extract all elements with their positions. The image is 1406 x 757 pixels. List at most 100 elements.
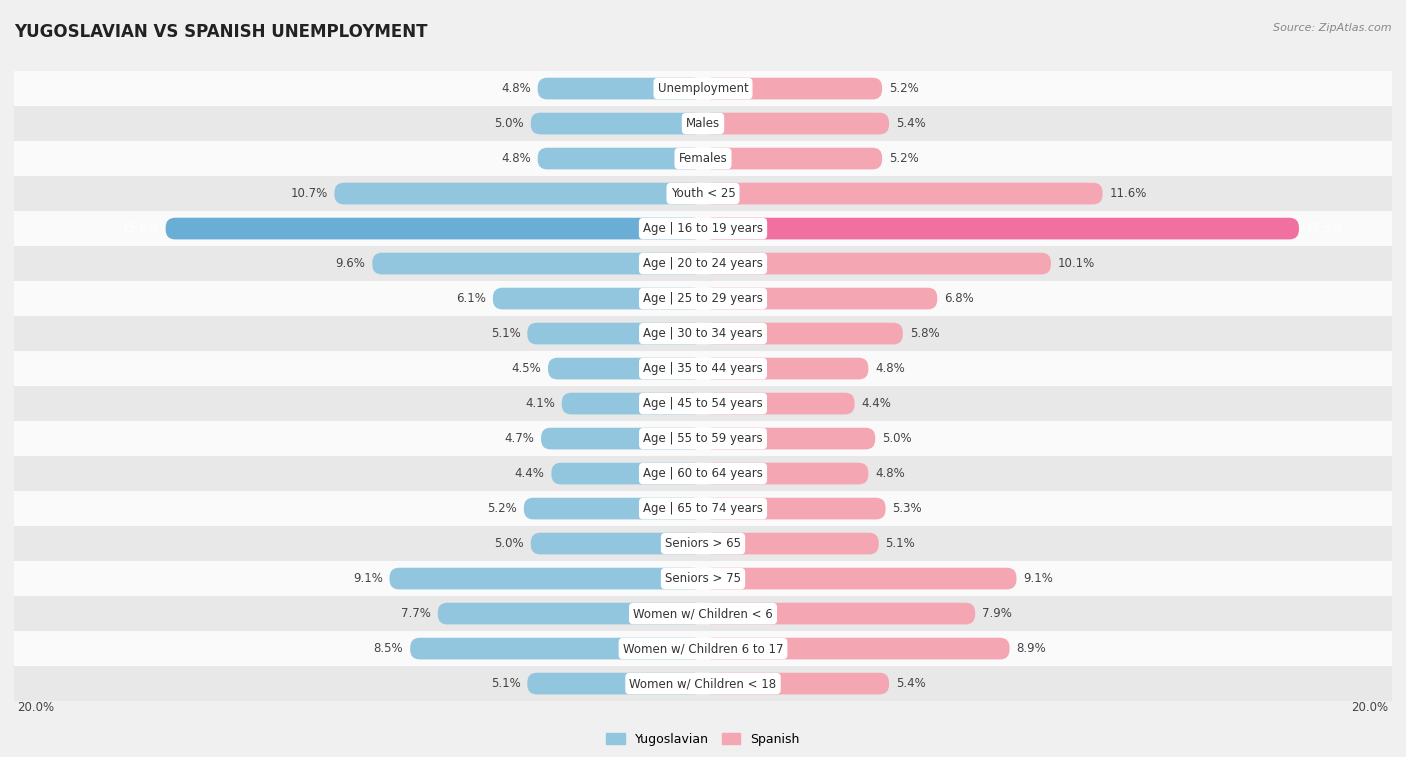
FancyBboxPatch shape — [562, 393, 703, 414]
Text: Age | 16 to 19 years: Age | 16 to 19 years — [643, 222, 763, 235]
Text: Age | 65 to 74 years: Age | 65 to 74 years — [643, 502, 763, 515]
FancyBboxPatch shape — [703, 322, 903, 344]
Text: 10.7%: 10.7% — [290, 187, 328, 200]
FancyBboxPatch shape — [527, 673, 703, 694]
FancyBboxPatch shape — [527, 322, 703, 344]
Text: 10.1%: 10.1% — [1057, 257, 1095, 270]
FancyBboxPatch shape — [703, 568, 1017, 590]
FancyBboxPatch shape — [548, 358, 703, 379]
Text: 5.2%: 5.2% — [488, 502, 517, 515]
Text: Age | 35 to 44 years: Age | 35 to 44 years — [643, 362, 763, 375]
Text: YUGOSLAVIAN VS SPANISH UNEMPLOYMENT: YUGOSLAVIAN VS SPANISH UNEMPLOYMENT — [14, 23, 427, 41]
FancyBboxPatch shape — [537, 148, 703, 170]
Text: 5.1%: 5.1% — [886, 537, 915, 550]
Text: 8.9%: 8.9% — [1017, 642, 1046, 655]
FancyBboxPatch shape — [703, 218, 1299, 239]
Text: Source: ZipAtlas.com: Source: ZipAtlas.com — [1274, 23, 1392, 33]
Text: 20.0%: 20.0% — [1351, 701, 1389, 714]
FancyBboxPatch shape — [703, 637, 1010, 659]
Bar — [14, 456, 1392, 491]
FancyBboxPatch shape — [703, 288, 938, 310]
FancyBboxPatch shape — [703, 78, 882, 99]
FancyBboxPatch shape — [411, 637, 703, 659]
Bar — [14, 596, 1392, 631]
FancyBboxPatch shape — [703, 253, 1050, 275]
FancyBboxPatch shape — [703, 463, 869, 484]
FancyBboxPatch shape — [335, 182, 703, 204]
Text: 6.8%: 6.8% — [945, 292, 974, 305]
Text: Age | 60 to 64 years: Age | 60 to 64 years — [643, 467, 763, 480]
Text: Seniors > 65: Seniors > 65 — [665, 537, 741, 550]
FancyBboxPatch shape — [703, 428, 875, 450]
Text: 15.6%: 15.6% — [121, 222, 159, 235]
FancyBboxPatch shape — [524, 497, 703, 519]
FancyBboxPatch shape — [437, 603, 703, 625]
FancyBboxPatch shape — [541, 428, 703, 450]
FancyBboxPatch shape — [531, 113, 703, 135]
Text: 7.9%: 7.9% — [981, 607, 1012, 620]
Bar — [14, 631, 1392, 666]
Text: Seniors > 75: Seniors > 75 — [665, 572, 741, 585]
Text: 5.4%: 5.4% — [896, 117, 925, 130]
Bar — [14, 281, 1392, 316]
Text: 9.1%: 9.1% — [353, 572, 382, 585]
Bar — [14, 246, 1392, 281]
Text: Unemployment: Unemployment — [658, 82, 748, 95]
Text: Age | 20 to 24 years: Age | 20 to 24 years — [643, 257, 763, 270]
Text: 9.1%: 9.1% — [1024, 572, 1053, 585]
Text: 4.1%: 4.1% — [524, 397, 555, 410]
Bar — [14, 386, 1392, 421]
Text: 8.5%: 8.5% — [374, 642, 404, 655]
FancyBboxPatch shape — [494, 288, 703, 310]
FancyBboxPatch shape — [537, 78, 703, 99]
FancyBboxPatch shape — [703, 603, 976, 625]
FancyBboxPatch shape — [703, 533, 879, 554]
Text: 4.7%: 4.7% — [505, 432, 534, 445]
FancyBboxPatch shape — [703, 182, 1102, 204]
Text: 4.5%: 4.5% — [512, 362, 541, 375]
Text: 5.0%: 5.0% — [882, 432, 911, 445]
Text: 5.1%: 5.1% — [491, 327, 520, 340]
FancyBboxPatch shape — [166, 218, 703, 239]
Bar — [14, 316, 1392, 351]
Text: 9.6%: 9.6% — [336, 257, 366, 270]
Text: 5.8%: 5.8% — [910, 327, 939, 340]
Text: 5.4%: 5.4% — [896, 677, 925, 690]
Text: 20.0%: 20.0% — [17, 701, 55, 714]
Text: 4.4%: 4.4% — [515, 467, 544, 480]
FancyBboxPatch shape — [703, 113, 889, 135]
Text: Women w/ Children 6 to 17: Women w/ Children 6 to 17 — [623, 642, 783, 655]
FancyBboxPatch shape — [551, 463, 703, 484]
Bar — [14, 106, 1392, 141]
Text: Age | 25 to 29 years: Age | 25 to 29 years — [643, 292, 763, 305]
FancyBboxPatch shape — [389, 568, 703, 590]
Text: 4.8%: 4.8% — [875, 467, 905, 480]
FancyBboxPatch shape — [703, 358, 869, 379]
Text: Females: Females — [679, 152, 727, 165]
Text: Youth < 25: Youth < 25 — [671, 187, 735, 200]
FancyBboxPatch shape — [703, 148, 882, 170]
Text: 5.3%: 5.3% — [893, 502, 922, 515]
Text: 4.4%: 4.4% — [862, 397, 891, 410]
Text: 7.7%: 7.7% — [401, 607, 430, 620]
Text: 5.0%: 5.0% — [495, 117, 524, 130]
Bar — [14, 666, 1392, 701]
Bar — [14, 351, 1392, 386]
Text: Age | 30 to 34 years: Age | 30 to 34 years — [643, 327, 763, 340]
Bar — [14, 71, 1392, 106]
Text: 17.3%: 17.3% — [1306, 222, 1343, 235]
FancyBboxPatch shape — [703, 393, 855, 414]
Legend: Yugoslavian, Spanish: Yugoslavian, Spanish — [602, 728, 804, 751]
Bar — [14, 526, 1392, 561]
Text: Age | 55 to 59 years: Age | 55 to 59 years — [643, 432, 763, 445]
FancyBboxPatch shape — [531, 533, 703, 554]
Bar — [14, 491, 1392, 526]
Text: Males: Males — [686, 117, 720, 130]
FancyBboxPatch shape — [703, 673, 889, 694]
Bar — [14, 421, 1392, 456]
FancyBboxPatch shape — [373, 253, 703, 275]
Text: 5.0%: 5.0% — [495, 537, 524, 550]
FancyBboxPatch shape — [703, 497, 886, 519]
Bar — [14, 176, 1392, 211]
Bar — [14, 561, 1392, 596]
